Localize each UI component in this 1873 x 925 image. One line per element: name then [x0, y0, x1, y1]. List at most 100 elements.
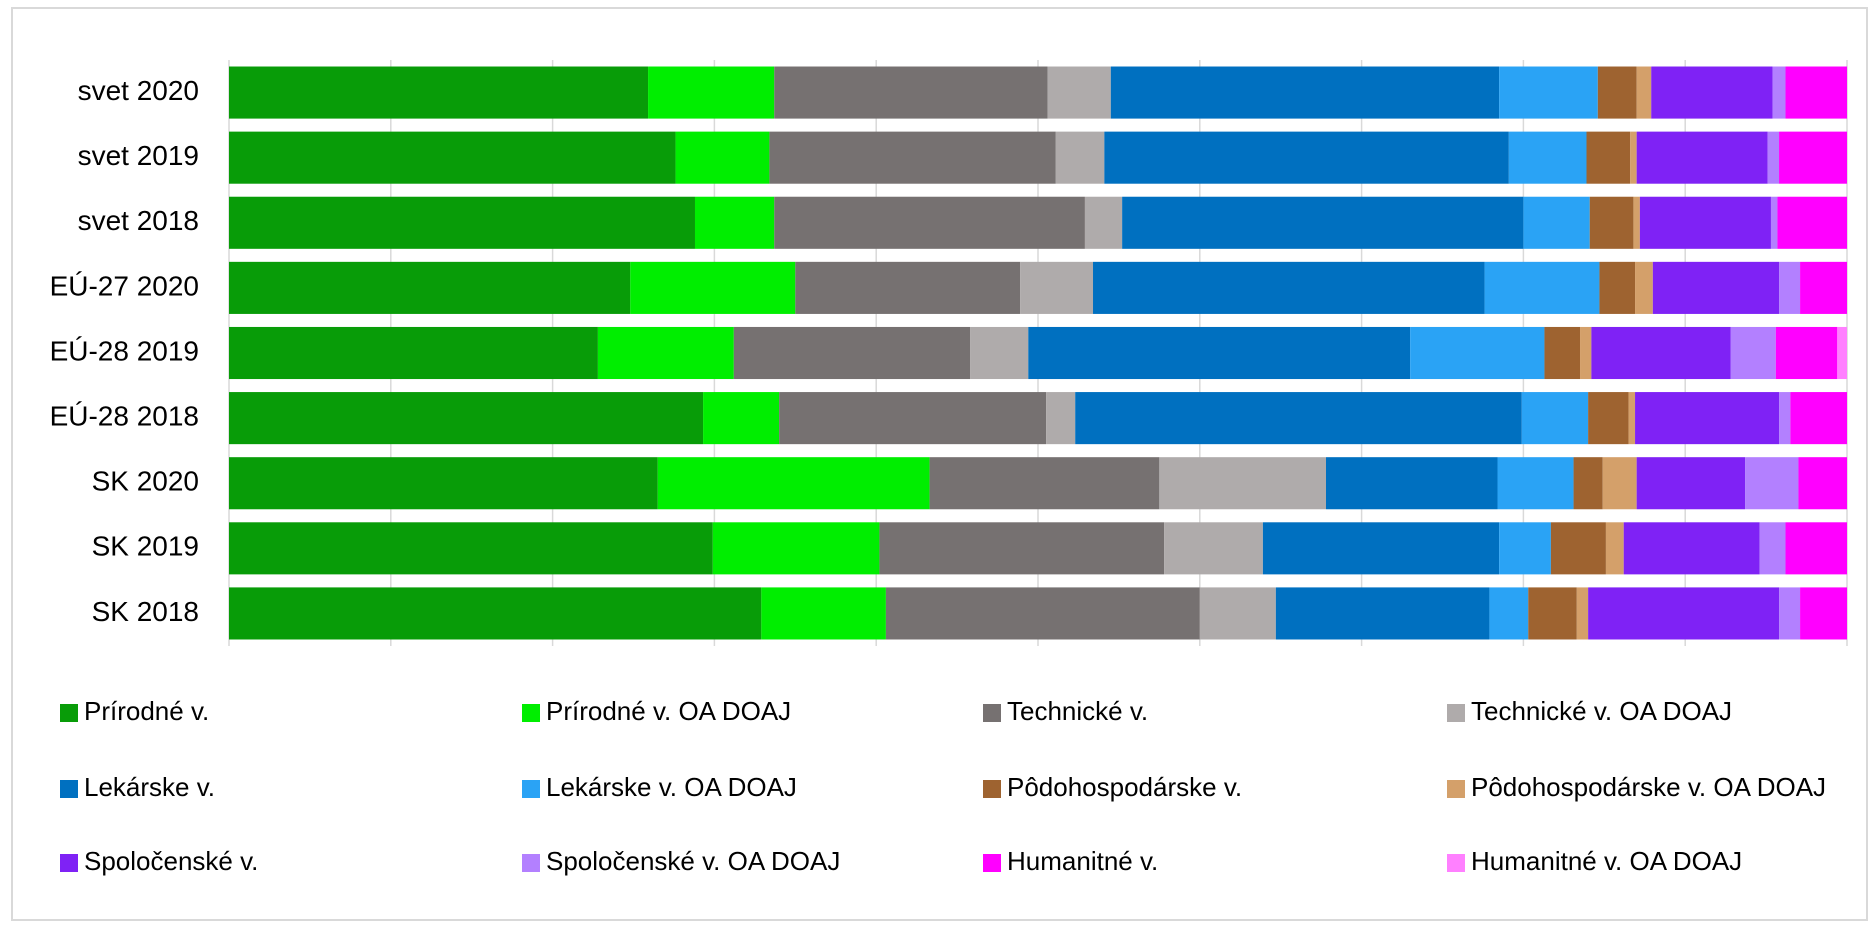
- bar-segment: [229, 326, 598, 380]
- legend-swatch: [60, 854, 78, 872]
- bar-segment: [970, 326, 1029, 380]
- bar-segment: [229, 131, 676, 184]
- bar-segment: [1785, 522, 1847, 575]
- bar-segment: [1770, 196, 1778, 249]
- bar-segment: [1046, 392, 1076, 445]
- bar-segment: [1790, 392, 1847, 445]
- bar-segment: [1508, 131, 1587, 184]
- bar-segment: [1779, 131, 1847, 184]
- bar-segment: [1588, 587, 1780, 640]
- y-tick-label: svet 2020: [78, 75, 199, 106]
- bar-segment: [774, 196, 1085, 249]
- bar-segment: [1544, 326, 1581, 380]
- bar-segment: [1599, 261, 1636, 314]
- bar-segment: [229, 196, 695, 249]
- legend-swatch: [983, 780, 1001, 798]
- bar-segment: [733, 326, 971, 380]
- legend-swatch: [522, 704, 540, 722]
- bar-segment: [1636, 131, 1768, 184]
- bar-segment: [1020, 261, 1094, 314]
- bar-segment: [1597, 66, 1637, 119]
- bar-segment: [712, 522, 880, 575]
- bar-segment: [1798, 457, 1847, 510]
- bar-segment: [1523, 196, 1590, 249]
- bar-segment: [1633, 196, 1640, 249]
- bar-segment: [1028, 326, 1411, 380]
- bar-segment: [1075, 392, 1522, 445]
- bar-segment: [1630, 131, 1637, 184]
- bar-segment: [1499, 522, 1551, 575]
- bar-segment: [1745, 457, 1799, 510]
- legend-swatch: [1447, 854, 1465, 872]
- bar-segment: [879, 522, 1165, 575]
- bar-segment: [1573, 457, 1603, 510]
- legend-label: Pôdohospodárske v. OA DOAJ: [1471, 772, 1826, 802]
- bar-segment: [1093, 261, 1485, 314]
- bar-segment: [1785, 66, 1847, 119]
- bar-segment: [648, 66, 775, 119]
- y-tick-label: SK 2019: [92, 531, 199, 562]
- legend-swatch: [522, 780, 540, 798]
- legend-label: Pôdohospodárske v.: [1007, 772, 1242, 802]
- bar-segment: [1589, 196, 1634, 249]
- bar-segment: [675, 131, 770, 184]
- bar-segment: [1623, 522, 1760, 575]
- legend-label: Spoločenské v.: [84, 846, 258, 876]
- y-tick-label: EÚ-28 2018: [50, 401, 199, 432]
- bar-segment: [229, 261, 631, 314]
- bar-segment: [1104, 131, 1509, 184]
- y-tick-label: svet 2019: [78, 140, 199, 171]
- bar-segment: [1800, 261, 1847, 314]
- bar-segment: [1605, 522, 1624, 575]
- bar-segment: [1777, 196, 1847, 249]
- bar-segment: [1262, 522, 1500, 575]
- bar-segment: [1580, 326, 1592, 380]
- bar-segment: [703, 392, 780, 445]
- bar-segment: [1779, 587, 1801, 640]
- bar-segment: [1164, 522, 1263, 575]
- bar-segment: [1484, 261, 1600, 314]
- y-tick-label: svet 2018: [78, 205, 199, 236]
- bar-segment: [229, 457, 658, 510]
- bar-segment: [1779, 261, 1801, 314]
- bar-segment: [630, 261, 796, 314]
- bar-segment: [929, 457, 1160, 510]
- bar-segment: [769, 131, 1056, 184]
- bar-segment: [1499, 66, 1598, 119]
- bar-segment: [1159, 457, 1327, 510]
- bar-segment: [1588, 392, 1629, 445]
- bar-segment: [1497, 457, 1574, 510]
- bar-segment: [774, 66, 1048, 119]
- legend-label: Lekárske v. OA DOAJ: [546, 772, 797, 802]
- bar-segment: [1775, 326, 1838, 380]
- legend-swatch: [60, 780, 78, 798]
- bar-segment: [229, 587, 762, 640]
- bar-segment: [1084, 196, 1123, 249]
- bar-segment: [1772, 66, 1786, 119]
- bar-segment: [1326, 457, 1498, 510]
- bar-segment: [1055, 131, 1105, 184]
- bar-segment: [694, 196, 775, 249]
- bar-segment: [1636, 66, 1652, 119]
- bar-segment: [1651, 66, 1773, 119]
- bar-segment: [1591, 326, 1731, 380]
- bar-segment: [795, 261, 1021, 314]
- legend-label: Lekárske v.: [84, 772, 215, 802]
- bar-segment: [597, 326, 734, 380]
- bar-segment: [1636, 457, 1746, 510]
- bar-segment: [1122, 196, 1524, 249]
- bar-segment: [1779, 392, 1791, 445]
- legend-swatch: [60, 704, 78, 722]
- bar-segment: [1767, 131, 1780, 184]
- bar-segment: [1576, 587, 1589, 640]
- legend-swatch: [522, 854, 540, 872]
- bar-segment: [1528, 587, 1577, 640]
- bar-segment: [1199, 587, 1276, 640]
- bar-segment: [1639, 196, 1771, 249]
- y-tick-label: EÚ-28 2019: [50, 335, 199, 366]
- legend-swatch: [1447, 704, 1465, 722]
- legend-label: Technické v. OA DOAJ: [1471, 696, 1732, 726]
- bar-segment: [1628, 392, 1636, 445]
- bar-segment: [1275, 587, 1490, 640]
